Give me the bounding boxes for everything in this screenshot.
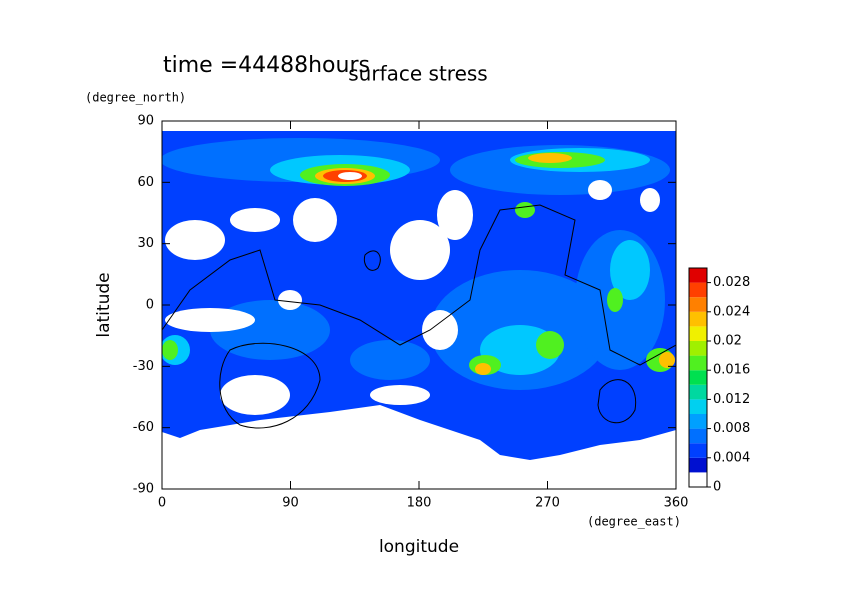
- y-tick-label: 30: [137, 236, 154, 251]
- colorbar-frame: [688, 267, 708, 488]
- colorbar-band: [689, 472, 707, 487]
- x-tick-label: 270: [535, 496, 560, 511]
- x-tick-label: 360: [664, 496, 689, 511]
- colorbar-band: [689, 370, 707, 385]
- colorbar-band: [689, 443, 707, 458]
- y-unit: (degree_north): [85, 91, 186, 105]
- x-unit: (degree_east): [587, 515, 681, 529]
- x-tick-label: 180: [407, 496, 432, 511]
- colorbar-band: [689, 414, 707, 429]
- y-tick-label: -30: [133, 359, 154, 374]
- colorbar-band: [689, 355, 707, 371]
- y-axis-label: latitude: [94, 272, 114, 337]
- colorbar-tick-label: 0.004: [713, 450, 750, 465]
- chart-title: surface stress: [348, 62, 487, 86]
- y-tick-label: 60: [137, 175, 154, 190]
- colorbar-tick-label: 0: [713, 480, 721, 495]
- y-tick-label: -60: [133, 420, 154, 435]
- colorbar-band: [689, 341, 707, 356]
- coastline: [162, 204, 676, 429]
- y-tick-label: 90: [137, 114, 154, 129]
- colorbar-band: [689, 326, 707, 341]
- colorbar-band: [689, 457, 707, 473]
- colorbar-band: [689, 428, 707, 444]
- x-axis-label: longitude: [379, 537, 459, 557]
- colorbar-band: [689, 268, 707, 283]
- annotation: time =44488hours: [163, 53, 370, 78]
- colorbar-tick-label: 0.008: [713, 421, 750, 436]
- x-tick-label: 90: [282, 496, 299, 511]
- colorbar-band: [689, 297, 707, 312]
- colorbar-tick-label: 0.028: [713, 275, 750, 290]
- colorbar-tick-label: 0.02: [713, 334, 742, 349]
- colorbar-band: [689, 311, 707, 327]
- colorbar-band: [689, 282, 707, 298]
- y-tick-label: -90: [133, 482, 154, 497]
- contour-field: [162, 131, 676, 460]
- field-gap: [165, 172, 660, 415]
- colorbar-tick-label: 0.024: [713, 304, 750, 319]
- x-tick-label: 0: [158, 496, 166, 511]
- y-tick-label: 0: [146, 298, 154, 313]
- colorbar-tick-label: 0.016: [713, 363, 750, 378]
- colorbar-tick-label: 0.012: [713, 392, 750, 407]
- colorbar-band: [689, 399, 707, 414]
- colorbar-band: [689, 384, 707, 400]
